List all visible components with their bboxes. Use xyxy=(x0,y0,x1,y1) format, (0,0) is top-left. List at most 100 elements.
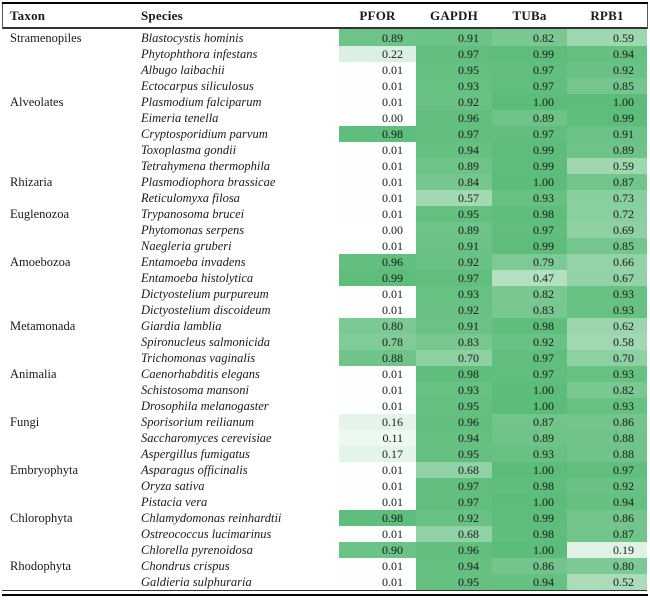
value-cell-tuba: 1.00 xyxy=(492,174,567,190)
value-cell-pfor: 0.01 xyxy=(339,62,416,78)
value-cell-gapdh: 0.91 xyxy=(416,28,492,46)
taxon-cell: Embryophyta xyxy=(10,463,79,477)
value-cell-rpb1: 0.99 xyxy=(567,110,647,126)
value-cell-tuba: 1.00 xyxy=(492,94,567,110)
taxon-cell: Alveolates xyxy=(10,95,64,109)
column-header-species: Species xyxy=(139,4,339,29)
species-cell: Spironucleus salmonicida xyxy=(141,335,271,349)
value-cell-tuba: 0.99 xyxy=(492,158,567,174)
taxon-cell: Rhodophyta xyxy=(10,559,72,573)
species-cell: Chlamydomonas reinhardtii xyxy=(141,511,282,525)
taxon-cell: Fungi xyxy=(10,415,40,429)
table-row: Metamonada Giardia lamblia 0.80 0.91 0.98 0.6… xyxy=(2,318,647,334)
value-cell-tuba: 0.98 xyxy=(492,206,567,222)
value-cell-gapdh: 0.94 xyxy=(416,558,492,574)
value-cell-rpb1: 0.89 xyxy=(567,142,647,158)
value-cell-tuba: 0.47 xyxy=(492,270,567,286)
value-cell-pfor: 0.01 xyxy=(339,94,416,110)
ortholog-heatmap-table-wrap: Taxon Species PFOR GAPDH TUBa RPB1 Stram… xyxy=(2,2,648,596)
taxon-cell xyxy=(2,494,139,510)
value-cell-pfor: 0.99 xyxy=(339,270,416,286)
value-cell-gapdh: 0.70 xyxy=(416,350,492,366)
value-cell-rpb1: 0.87 xyxy=(567,526,647,542)
value-cell-tuba: 1.00 xyxy=(492,398,567,414)
value-cell-pfor: 0.01 xyxy=(339,462,416,478)
species-cell: Toxoplasma gondii xyxy=(141,143,237,157)
value-cell-pfor: 0.01 xyxy=(339,366,416,382)
species-cell: Tetrahymena thermophila xyxy=(141,159,271,173)
taxon-cell: Rhizaria xyxy=(10,175,53,189)
value-cell-gapdh: 0.68 xyxy=(416,526,492,542)
table-row: Rhodophyta Chondrus crispus 0.01 0.94 0.86 0.… xyxy=(2,558,647,574)
taxon-cell xyxy=(2,62,139,78)
taxon-cell: Metamonada xyxy=(10,319,76,333)
taxon-cell xyxy=(2,446,139,462)
species-cell: Caenorhabditis elegans xyxy=(141,367,260,381)
species-cell: Trichomonas vaginalis xyxy=(141,351,256,365)
table-row: Phytophthora infestans 0.22 0.97 0.99 0.94 xyxy=(2,46,647,62)
table-row: Reticulomyxa filosa 0.01 0.57 0.93 0.73 xyxy=(2,190,647,206)
value-cell-pfor: 0.16 xyxy=(339,414,416,430)
value-cell-gapdh: 0.97 xyxy=(416,494,492,510)
species-cell: Sporisorium reilianum xyxy=(141,415,255,429)
species-cell: Ostreococcus lucimarinus xyxy=(141,527,272,541)
value-cell-rpb1: 0.93 xyxy=(567,366,647,382)
table-header-row: Taxon Species PFOR GAPDH TUBa RPB1 xyxy=(2,4,647,29)
header-left-border xyxy=(2,4,3,29)
value-cell-tuba: 1.00 xyxy=(492,382,567,398)
value-cell-pfor: 0.01 xyxy=(339,142,416,158)
value-cell-tuba: 0.97 xyxy=(492,366,567,382)
value-cell-tuba: 0.99 xyxy=(492,142,567,158)
value-cell-tuba: 0.97 xyxy=(492,222,567,238)
taxon-cell xyxy=(2,350,139,366)
value-cell-tuba: 0.87 xyxy=(492,414,567,430)
value-cell-rpb1: 0.94 xyxy=(567,494,647,510)
value-cell-pfor: 0.01 xyxy=(339,494,416,510)
value-cell-rpb1: 0.94 xyxy=(567,46,647,62)
column-header-pfor: PFOR xyxy=(339,4,416,29)
table-row: Rhizaria Plasmodiophora brassicae 0.01 0.84… xyxy=(2,174,647,190)
column-header-tuba: TUBa xyxy=(492,4,567,29)
taxon-cell: Chlorophyta xyxy=(10,511,73,525)
value-cell-rpb1: 0.85 xyxy=(567,238,647,254)
value-cell-tuba: 0.93 xyxy=(492,446,567,462)
value-cell-rpb1: 0.88 xyxy=(567,430,647,446)
species-cell: Phytomonas serpens xyxy=(141,223,245,237)
value-cell-gapdh: 0.96 xyxy=(416,414,492,430)
value-cell-pfor: 0.01 xyxy=(339,558,416,574)
table-row: Pistacia vera 0.01 0.97 1.00 0.94 xyxy=(2,494,647,510)
value-cell-rpb1: 0.80 xyxy=(567,558,647,574)
value-cell-rpb1: 0.72 xyxy=(567,206,647,222)
value-cell-gapdh: 0.84 xyxy=(416,174,492,190)
value-cell-gapdh: 0.89 xyxy=(416,222,492,238)
table-row: Drosophila melanogaster 0.01 0.95 1.00 0.93 xyxy=(2,398,647,414)
value-cell-pfor: 0.01 xyxy=(339,78,416,94)
value-cell-pfor: 0.01 xyxy=(339,190,416,206)
species-cell: Plasmodiophora brassicae xyxy=(141,175,276,189)
value-cell-pfor: 0.22 xyxy=(339,46,416,62)
value-cell-pfor: 0.01 xyxy=(339,302,416,318)
value-cell-gapdh: 0.95 xyxy=(416,62,492,78)
species-cell: Eimeria tenella xyxy=(141,111,219,125)
value-cell-rpb1: 0.92 xyxy=(567,62,647,78)
table-row: Ostreococcus lucimarinus 0.01 0.68 0.98 0.87 xyxy=(2,526,647,542)
value-cell-pfor: 0.01 xyxy=(339,238,416,254)
species-cell: Schistosoma mansoni xyxy=(141,383,249,397)
species-cell: Phytophthora infestans xyxy=(141,47,258,61)
value-cell-pfor: 0.98 xyxy=(339,510,416,526)
value-cell-pfor: 0.17 xyxy=(339,446,416,462)
table-row: Schistosoma mansoni 0.01 0.93 1.00 0.82 xyxy=(2,382,647,398)
taxon-cell xyxy=(2,398,139,414)
value-cell-rpb1: 0.67 xyxy=(567,270,647,286)
value-cell-tuba: 0.79 xyxy=(492,254,567,270)
species-cell: Reticulomyxa filosa xyxy=(141,191,240,205)
value-cell-rpb1: 0.59 xyxy=(567,28,647,46)
taxon-cell: Stramenopiles xyxy=(10,31,82,45)
value-cell-rpb1: 0.93 xyxy=(567,286,647,302)
species-cell: Plasmodium falciparum xyxy=(141,95,262,109)
value-cell-gapdh: 0.95 xyxy=(416,398,492,414)
value-cell-pfor: 0.90 xyxy=(339,542,416,558)
value-cell-gapdh: 0.92 xyxy=(416,510,492,526)
value-cell-tuba: 0.93 xyxy=(492,190,567,206)
